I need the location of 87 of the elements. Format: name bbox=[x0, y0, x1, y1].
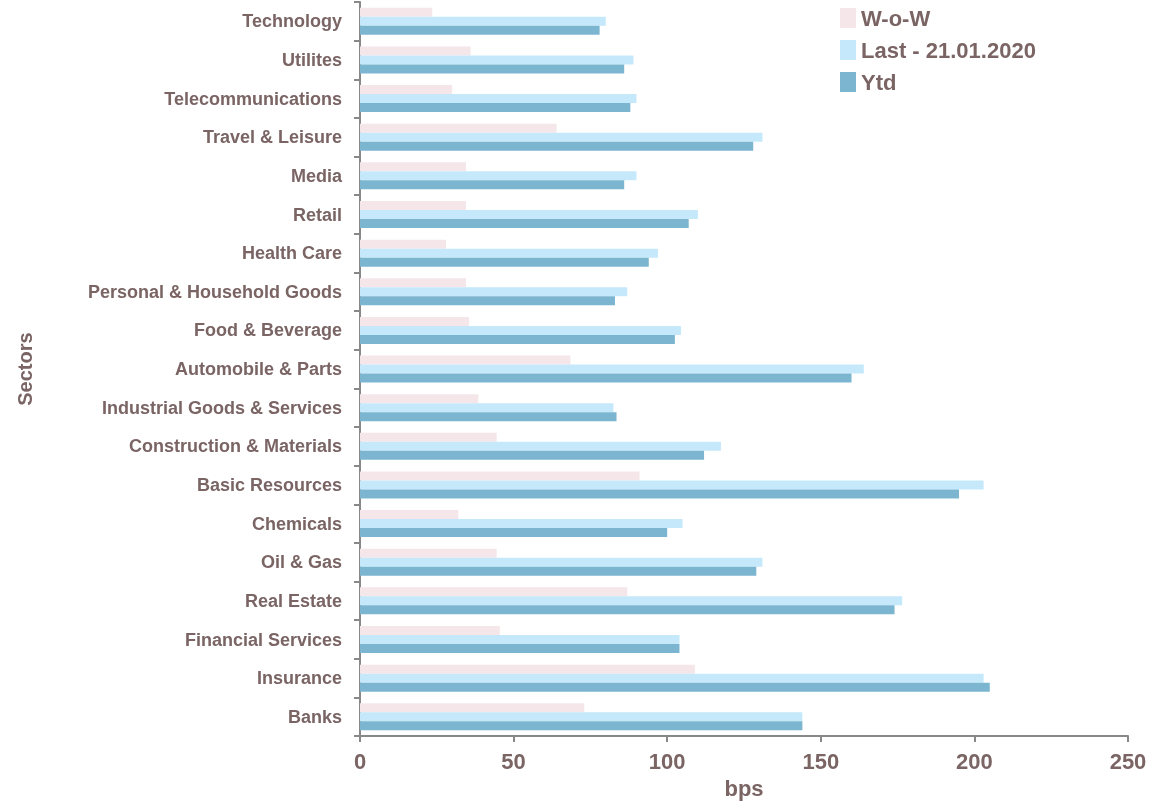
y-tick-label: Health Care bbox=[241, 243, 342, 264]
bar bbox=[360, 325, 682, 335]
bar bbox=[360, 46, 471, 56]
x-tick-label: 50 bbox=[501, 748, 526, 774]
bar bbox=[360, 334, 675, 344]
y-tick-label: Travel & Leisure bbox=[202, 127, 342, 148]
x-tick-label: 0 bbox=[353, 748, 367, 774]
bar bbox=[360, 635, 680, 645]
bar bbox=[360, 566, 757, 576]
bar bbox=[360, 201, 466, 210]
bar bbox=[360, 219, 689, 228]
bar bbox=[360, 355, 571, 365]
bar bbox=[360, 682, 990, 692]
bar bbox=[360, 210, 698, 219]
bar bbox=[360, 180, 625, 190]
bar bbox=[360, 441, 721, 451]
y-tick-label: Personal & Household Goods bbox=[87, 281, 342, 302]
bar bbox=[360, 712, 803, 722]
bar bbox=[360, 557, 763, 567]
y-tick-label: Telecommunications bbox=[164, 88, 342, 109]
bar bbox=[360, 123, 557, 133]
bar bbox=[360, 141, 754, 151]
bar bbox=[360, 471, 640, 481]
y-tick-label: Oil & Gas bbox=[260, 552, 342, 573]
x-tick-label: 150 bbox=[802, 748, 840, 774]
bar bbox=[360, 132, 763, 142]
bar bbox=[360, 278, 466, 288]
bar bbox=[360, 239, 447, 249]
y-tick-label: Technology bbox=[242, 11, 342, 32]
y-tick-label: Industrial Goods & Services bbox=[101, 397, 342, 418]
bar bbox=[360, 64, 625, 74]
bar bbox=[360, 587, 628, 597]
bar bbox=[360, 287, 628, 297]
bar bbox=[360, 548, 497, 558]
bar bbox=[360, 373, 852, 383]
bar bbox=[360, 519, 683, 529]
x-tick-label: 100 bbox=[648, 748, 686, 774]
y-tick-label: Food & Beverage bbox=[193, 320, 342, 341]
bar bbox=[360, 480, 984, 490]
bar bbox=[360, 85, 453, 95]
bar bbox=[360, 403, 614, 413]
bar bbox=[360, 94, 637, 104]
bar bbox=[360, 510, 459, 520]
y-tick-label: Banks bbox=[287, 706, 342, 727]
bar bbox=[360, 16, 606, 26]
bar bbox=[360, 673, 984, 683]
bar bbox=[360, 605, 895, 615]
y-tick-label: Real Estate bbox=[244, 590, 342, 611]
bar bbox=[360, 394, 479, 404]
bar bbox=[360, 489, 960, 499]
bar bbox=[360, 528, 668, 538]
bar bbox=[360, 703, 585, 713]
y-tick-label: Financial Services bbox=[184, 629, 342, 650]
bar bbox=[360, 162, 466, 172]
bar bbox=[360, 171, 637, 181]
y-tick-label: Automobile & Parts bbox=[174, 359, 342, 380]
bar bbox=[360, 296, 615, 306]
x-tick-label: 200 bbox=[956, 748, 993, 774]
y-axis-title: Sectors bbox=[14, 332, 36, 406]
y-tick-label: Media bbox=[290, 165, 343, 186]
bar bbox=[360, 664, 695, 674]
bar bbox=[360, 644, 680, 654]
y-tick-label: Chemicals bbox=[251, 513, 342, 534]
bar bbox=[360, 450, 705, 460]
bar bbox=[360, 364, 864, 374]
bar bbox=[360, 316, 470, 326]
y-tick-label: Retail bbox=[292, 204, 342, 225]
bar bbox=[360, 257, 649, 267]
y-tick-label: Construction & Materials bbox=[128, 436, 342, 457]
bar bbox=[360, 248, 658, 258]
bar bbox=[360, 412, 617, 422]
legend-label: Last - 21.01.2020 bbox=[861, 37, 1036, 63]
bar bbox=[360, 596, 903, 606]
y-tick-label: Basic Resources bbox=[196, 474, 342, 495]
x-axis-title: bps bbox=[724, 775, 764, 801]
bar bbox=[360, 55, 634, 65]
legend-label: W-o-W bbox=[861, 5, 931, 31]
y-tick-label: Utilites bbox=[281, 49, 342, 70]
legend-label: Ytd bbox=[861, 69, 897, 95]
y-tick-label: Insurance bbox=[256, 668, 342, 689]
bar bbox=[360, 7, 433, 17]
bar bbox=[360, 721, 803, 731]
x-tick-label: 250 bbox=[1109, 748, 1147, 774]
bar bbox=[360, 25, 600, 35]
bar bbox=[360, 626, 500, 636]
bar bbox=[360, 103, 631, 113]
bar bbox=[360, 432, 497, 442]
